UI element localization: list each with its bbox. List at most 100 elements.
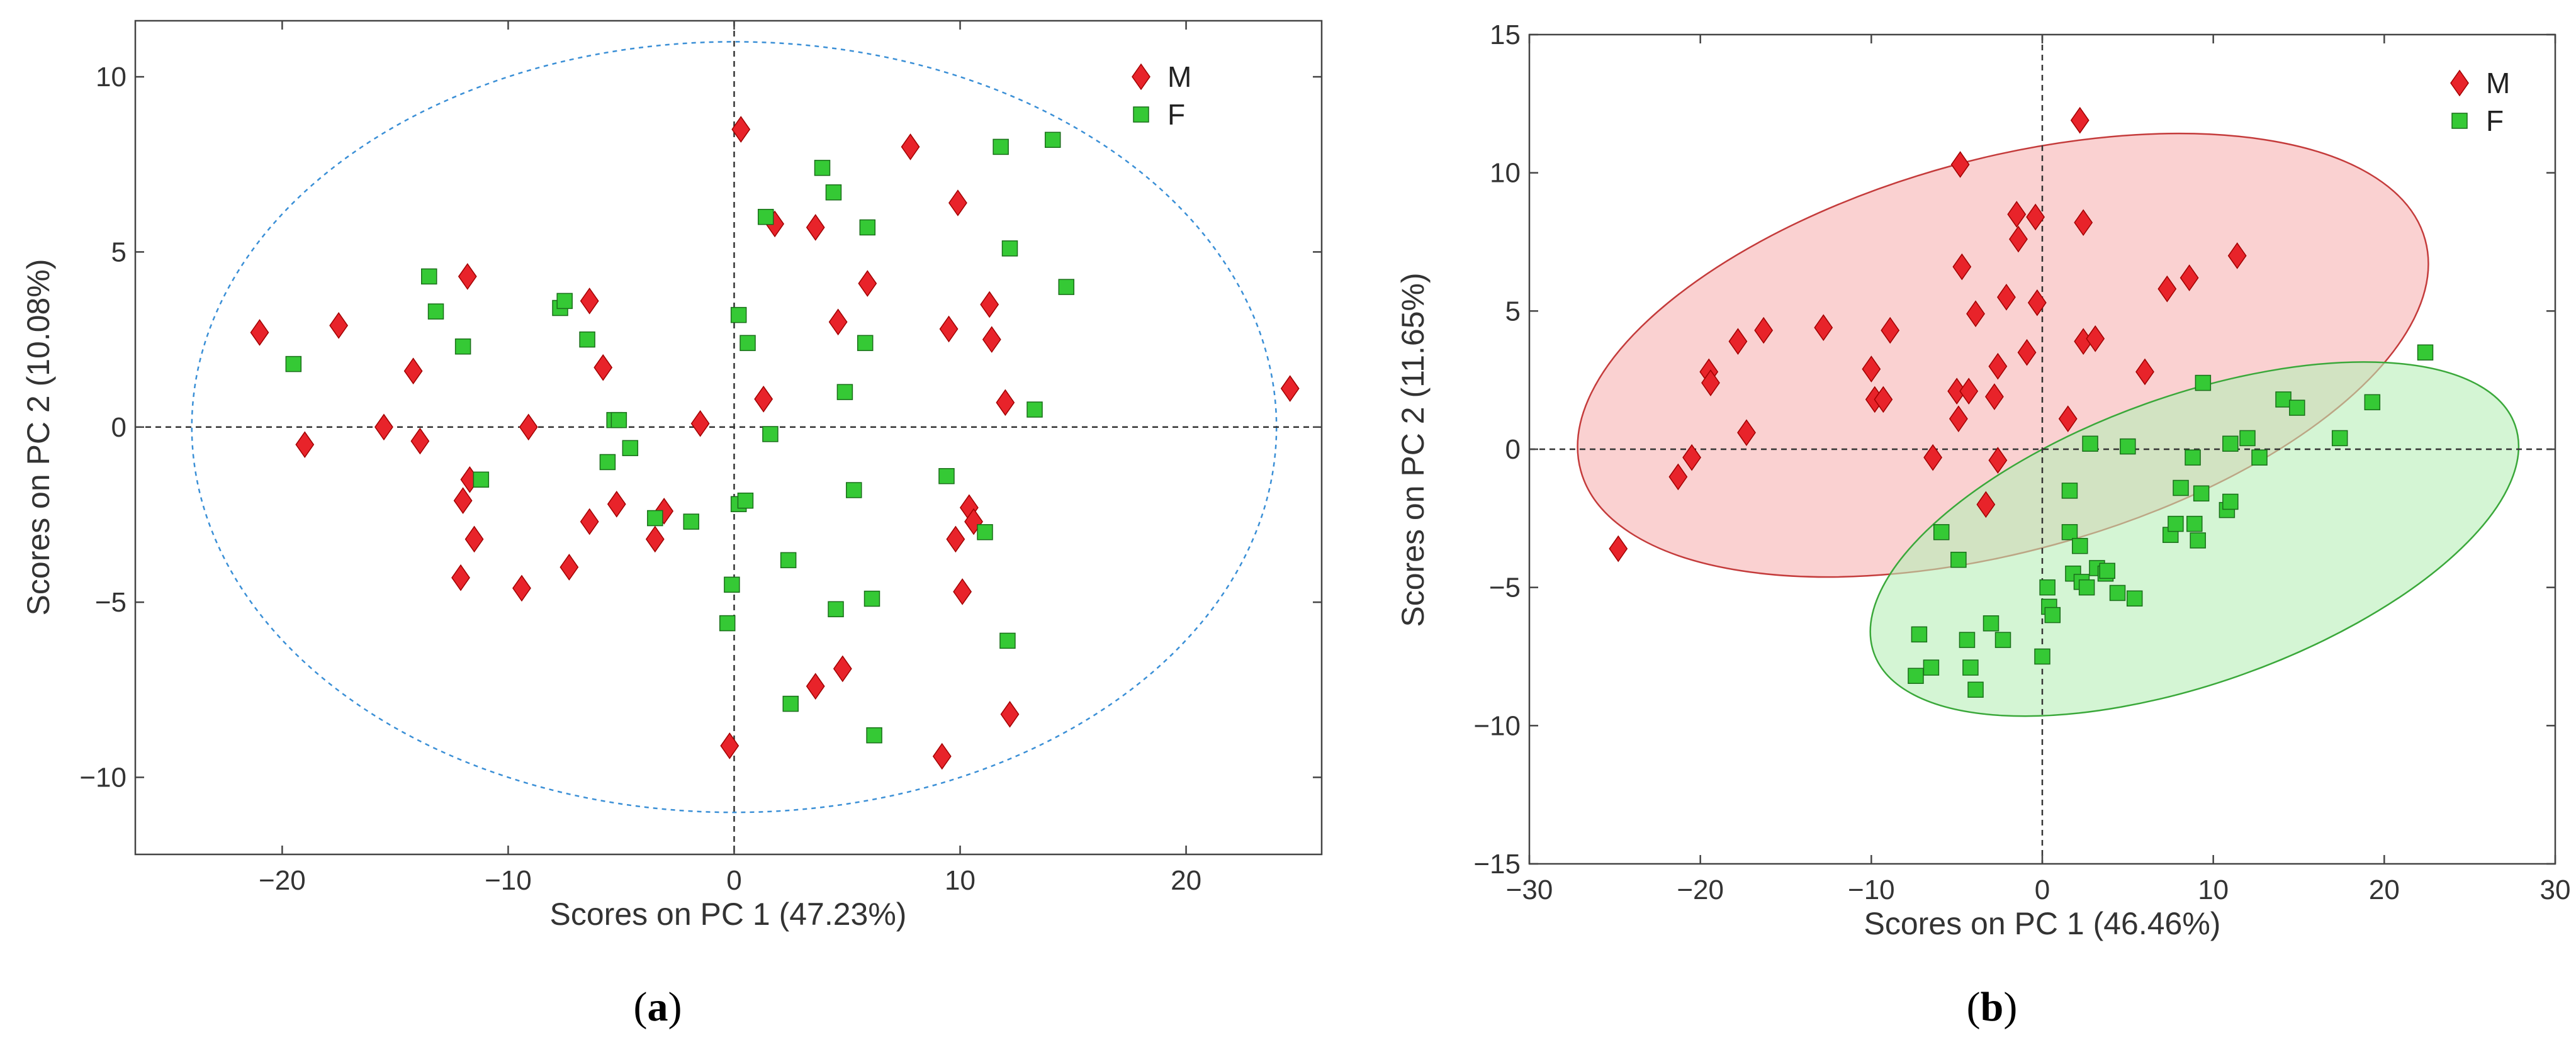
panel-a-point-f: [622, 440, 639, 456]
panel-a-point-f: [473, 471, 490, 488]
panel-b-point-m: [1874, 386, 1893, 413]
panel-a-point-m: [833, 655, 852, 683]
panel-b-reference-lines: [1529, 35, 2555, 864]
panel-a-xtick-label: 20: [1171, 865, 1201, 896]
panel-b-caption-letter: b: [1981, 984, 2004, 1030]
panel-b-point-f: [1933, 524, 1950, 540]
panel-b-point-f: [2126, 590, 2143, 607]
panel-a-point-m: [948, 189, 967, 216]
panel-a-point-f: [647, 510, 663, 527]
panel-a-point-f: [1044, 131, 1061, 148]
panel-b-point-m: [1959, 377, 1979, 405]
panel-a-xtick-label: 0: [726, 865, 741, 896]
panel-b-point-m: [1668, 463, 1688, 491]
panel-a-point-m: [982, 326, 1001, 353]
panel-a-point-f: [825, 184, 842, 201]
panel-b-point-m: [2009, 225, 2028, 253]
panel-a-point-m: [645, 525, 665, 553]
panel-a-point-f: [1001, 240, 1018, 257]
panel-b-y-axis-label: Scores on PC 2 (11.65%): [1395, 272, 1431, 627]
panel-a-point-f: [757, 209, 774, 225]
panel-a-point-m: [939, 315, 959, 343]
panel-b-ytick-label: 5: [1505, 296, 1521, 327]
panel-b-point-m: [1754, 316, 1774, 344]
panel-b-legend: M F: [2450, 67, 2510, 137]
panel-a-caption-letter: a: [648, 984, 668, 1030]
panel-b-legend-label-f: F: [2486, 104, 2504, 137]
panel-a-point-m: [250, 319, 269, 346]
panel-a-points: [250, 116, 1300, 770]
panel-a-xtick-label: −10: [485, 865, 532, 896]
panel-b-point-f: [2061, 524, 2078, 540]
panel-a-point-f: [730, 306, 747, 323]
panel-b-point-m: [1985, 383, 2004, 410]
panel-a-legend-label-m: M: [1167, 60, 1191, 93]
panel-b-ytick-label: −15: [1473, 849, 1521, 880]
panel-b-point-f: [2044, 607, 2061, 623]
panel-b-point-m: [1609, 535, 1628, 562]
panel-a-point-f: [836, 384, 853, 400]
panel-b-point-f: [2190, 532, 2206, 549]
panel-b-point-f: [2222, 493, 2239, 510]
panel-a-point-m: [329, 312, 349, 339]
panel-b-xtick-label: −20: [1677, 875, 1724, 905]
panel-a-point-f: [938, 467, 955, 484]
panel-b-point-m: [1950, 151, 1970, 178]
panel-a-point-m: [806, 673, 825, 700]
panel-a-ytick-label: −10: [79, 763, 127, 793]
panel-a-point-f: [846, 482, 862, 498]
panel-a-point-m: [828, 308, 848, 336]
panel-a-reference-lines: [135, 21, 1322, 854]
panel-b-point-f: [2251, 449, 2268, 466]
panel-a-point-m: [731, 116, 751, 143]
panel-a-legend-marker-f: [1133, 106, 1149, 123]
panel-b-point-f: [2034, 648, 2050, 665]
panel-b-point-m: [2026, 203, 2045, 231]
panel-a-point-m: [403, 357, 423, 385]
panel-b-point-f: [2072, 538, 2088, 554]
panel-b-point-m: [1923, 444, 1943, 471]
panel-a-ytick-label: 0: [111, 412, 127, 443]
panel-b-point-m: [2070, 106, 2089, 134]
panel-a-point-m: [374, 413, 393, 441]
panel-b-ytick-label: 10: [1490, 158, 1521, 189]
panel-a-point-m: [464, 525, 484, 553]
panel-a-point-f: [1058, 279, 1075, 295]
panel-a-point-f: [857, 335, 874, 351]
panel-a-point-f: [762, 426, 779, 442]
panel-b-point-m: [2086, 325, 2105, 352]
panel-a-point-m: [580, 288, 599, 315]
panel-a-point-f: [780, 552, 797, 569]
panel-a-point-m: [996, 389, 1015, 417]
panel-b-xtick-label: 20: [2369, 875, 2400, 905]
panel-a-caption: (a): [634, 984, 682, 1030]
panel-a-point-m: [560, 554, 579, 581]
panel-b-point-f: [2195, 374, 2212, 391]
panel-b-point-f: [2186, 515, 2203, 532]
panel-a-legend: M F: [1132, 60, 1191, 131]
panel-b-point-f: [1908, 668, 1924, 685]
panel-b-point-f: [2193, 485, 2210, 502]
panel-a-point-m: [607, 490, 626, 518]
panel-b-ytick-label: −10: [1473, 710, 1521, 741]
panel-a-point-m: [458, 263, 477, 290]
panel-b-point-f: [2289, 400, 2305, 416]
panel-b-point-m: [2157, 275, 2177, 303]
panel-a-point-m: [1280, 375, 1300, 402]
panel-b-point-m: [1976, 491, 1996, 518]
panel-b-point-m: [1997, 284, 2016, 311]
panel-a-point-m: [512, 574, 531, 602]
panel-a-point-m: [453, 487, 473, 515]
panel-a-point-m: [451, 564, 470, 591]
panel-a-point-f: [556, 293, 573, 310]
panel-b-point-m: [2227, 242, 2247, 269]
panel-b-point-f: [2078, 579, 2095, 596]
panel-a-ytick-label: 10: [96, 62, 127, 92]
panel-b-xtick-label: −10: [1848, 875, 1895, 905]
panel-a-point-m: [901, 133, 920, 160]
panel-a-point-m: [410, 427, 430, 455]
panel-a-point-m: [953, 578, 972, 605]
panel-a-point-f: [814, 160, 831, 176]
panel-b-point-m: [2179, 264, 2199, 291]
